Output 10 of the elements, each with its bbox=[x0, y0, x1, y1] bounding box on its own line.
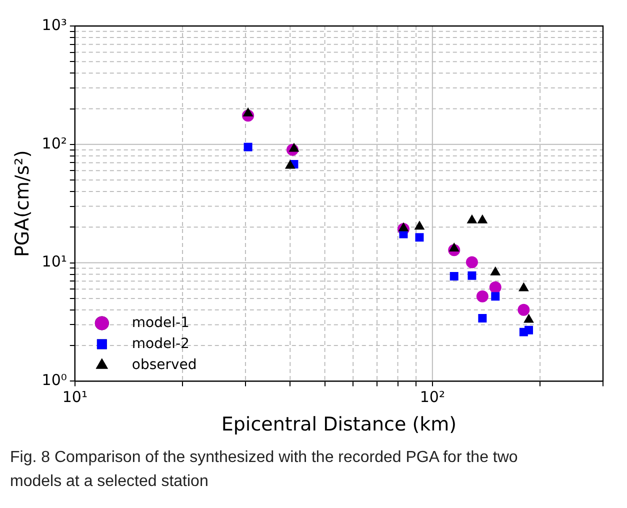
y-tick-label: 10² bbox=[42, 134, 67, 152]
y-tick-label: 10¹ bbox=[42, 252, 67, 271]
y-tick-label: 10³ bbox=[42, 16, 67, 34]
legend-label: model-1 bbox=[132, 314, 190, 331]
legend-label: observed bbox=[132, 356, 197, 373]
y-axis-title: PGA(cm/s²) bbox=[11, 150, 34, 258]
caption: Fig. 8 Comparison of the synthesized with the recorded PGA for the two models at a selected station bbox=[10, 448, 519, 492]
x-axis-title: Epicentral Distance (km) bbox=[221, 414, 457, 436]
y-tick-label: 10⁰ bbox=[42, 371, 67, 390]
legend-label: model-2 bbox=[132, 336, 190, 352]
